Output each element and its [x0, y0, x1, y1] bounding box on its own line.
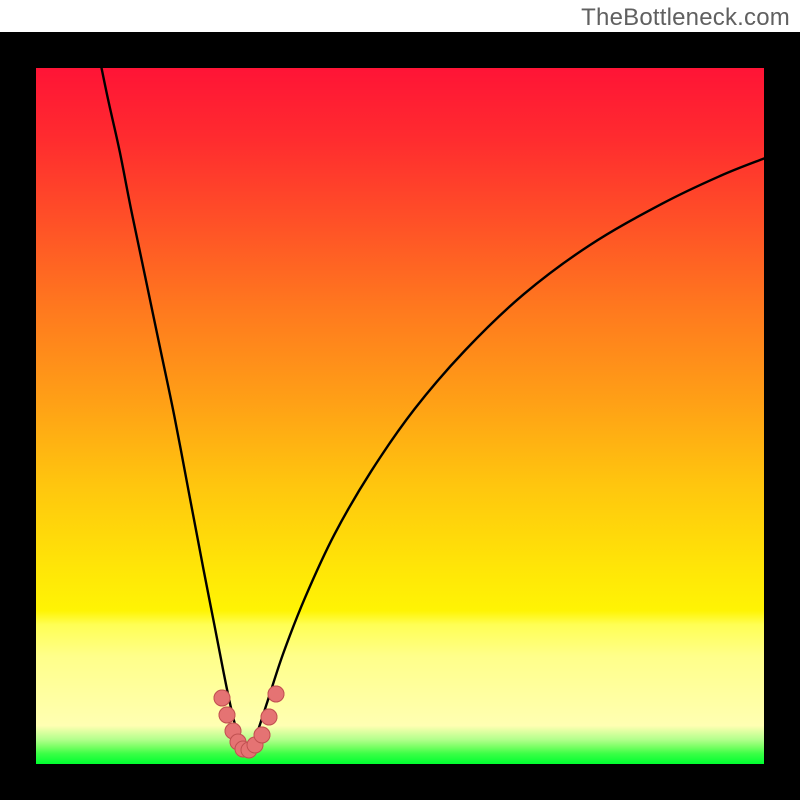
data-point-marker [260, 708, 277, 725]
plot-area [36, 68, 764, 764]
marker-layer [36, 68, 764, 764]
data-point-marker [268, 686, 285, 703]
data-point-marker [214, 689, 231, 706]
data-point-marker [253, 726, 270, 743]
watermark-text: TheBottleneck.com [581, 4, 790, 32]
chart-root: { "meta": { "width": 800, "height": 800,… [0, 0, 800, 800]
